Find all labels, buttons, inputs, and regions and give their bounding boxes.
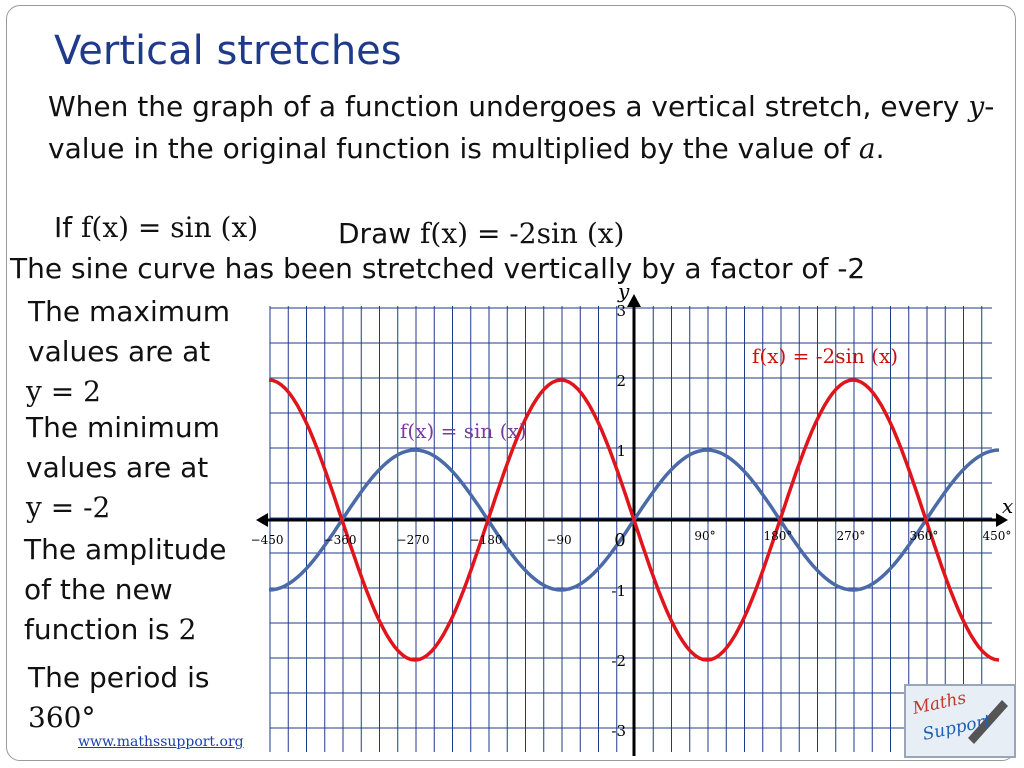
intro-part-1: When the graph of a function undergoes a…: [48, 90, 969, 123]
x-tick-label: −90: [546, 533, 571, 547]
y-tick-label: -2: [611, 652, 626, 670]
y-tick-label: -3: [611, 722, 626, 740]
maths-support-logo: Maths Support: [904, 684, 1016, 758]
draw-statement: Draw f(x) = -2sin (x): [338, 217, 624, 250]
y-tick-label: -1: [611, 582, 626, 600]
min-value: y = -2: [26, 491, 111, 524]
period-text: The period is: [28, 661, 210, 694]
stretch-note: The sine curve has been stretched vertic…: [10, 252, 866, 285]
slide-frame: [6, 5, 1016, 761]
x-tick-label: 360°: [910, 529, 939, 543]
max-value: y = 2: [26, 375, 101, 408]
x-tick-label: −360: [324, 533, 357, 547]
logo-graphic: Maths Support: [906, 686, 1014, 756]
x-tick-label: −450: [251, 533, 284, 547]
series-lines: [268, 378, 1000, 662]
amplitude-value: 2: [178, 613, 197, 646]
intro-text: When the graph of a function undergoes a…: [48, 86, 1008, 170]
draw-word: Draw: [338, 217, 412, 250]
footer-link[interactable]: www.mathssupport.org: [78, 734, 244, 750]
amplitude-text: The amplitude of the new function is: [24, 533, 227, 646]
series-label-sine: f(x) = sin (x): [400, 419, 527, 443]
x-tick-label: 270°: [837, 529, 866, 543]
x-tick-label: 90°: [694, 529, 715, 543]
x-axis-arrow-left: [256, 513, 268, 527]
y-tick-label: 3: [616, 302, 626, 320]
pencil-icon: [968, 700, 1008, 744]
y-tick-label: 2: [616, 372, 626, 390]
y-axis-arrow: [627, 294, 641, 307]
x-tick-label: 450°: [983, 529, 1012, 543]
y-axis-label: y: [617, 279, 630, 303]
series-label-stretched: f(x) = -2sin (x): [752, 344, 898, 368]
intro-end: .: [875, 132, 885, 165]
max-text: The maximum values are at: [28, 295, 231, 368]
x-tick-label: −270: [397, 533, 430, 547]
x-tick-label: 180°: [764, 529, 793, 543]
min-note: The minimum values are at y = -2: [26, 408, 256, 528]
min-text: The minimum values are at: [26, 411, 220, 484]
x-axis-arrow-right: [996, 513, 1008, 527]
tick-labels: −450 −360 −270 −180 −90 0 90° 180° 270° 360° 450° 3…: [251, 302, 1012, 740]
intro-part-2: -value in the original function is multi…: [48, 90, 995, 165]
intro-variable-y: y: [968, 90, 985, 123]
series-line-stretched: [268, 378, 1000, 662]
amplitude-note: The amplitude of the new function is 2: [24, 530, 260, 650]
axes: xy: [256, 279, 1013, 756]
x-tick-label: 0: [614, 530, 625, 551]
max-note: The maximum values are at y = 2: [26, 292, 258, 412]
draw-function: f(x) = -2sin (x): [420, 217, 625, 250]
x-axis-label: x: [1002, 494, 1013, 518]
y-tick-label: 1: [616, 442, 626, 460]
intro-variable-a: a: [858, 132, 876, 165]
grid-lines: [269, 306, 992, 752]
if-statement: If f(x) = sin (x): [54, 211, 258, 244]
period-note: The period is 360°: [28, 658, 258, 738]
period-value: 360°: [28, 701, 96, 734]
if-function: f(x) = sin (x): [81, 211, 259, 244]
x-tick-label: −180: [470, 533, 503, 547]
slide-title: Vertical stretches: [54, 28, 402, 74]
if-word: If: [54, 211, 73, 244]
